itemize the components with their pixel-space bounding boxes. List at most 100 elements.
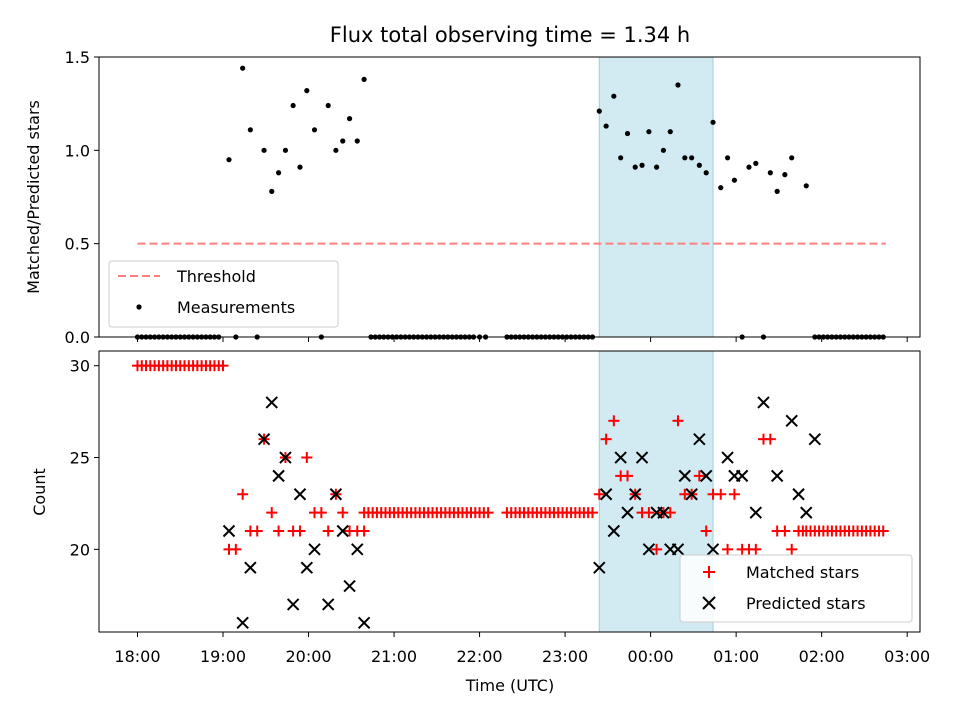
predicted-star-marker — [357, 616, 371, 630]
matched-star-marker — [586, 507, 598, 519]
predicted-star-marker — [593, 561, 606, 574]
marker-stroke — [657, 506, 670, 519]
measurement-point — [290, 102, 296, 109]
bottom-legend: Matched stars Predicted stars — [679, 554, 913, 623]
measurement-point — [632, 164, 638, 170]
predicted-star-marker — [607, 524, 621, 538]
marker-stroke — [792, 488, 805, 501]
marker-stroke — [222, 524, 236, 538]
matched-star-marker — [608, 415, 620, 427]
predicted-star-marker — [800, 506, 813, 519]
marker-stroke — [678, 469, 692, 483]
measurement-point — [346, 116, 353, 122]
predicted-star-marker — [785, 414, 798, 427]
marker-stroke — [800, 506, 813, 519]
matched-star-marker — [715, 488, 727, 500]
predicted-star-marker — [770, 469, 784, 483]
x-tick-label: 02:00 — [799, 647, 845, 666]
marker-stroke — [757, 396, 770, 409]
marker-stroke — [286, 598, 300, 611]
legend-matched-swatch — [703, 566, 715, 578]
measurement-point — [297, 164, 303, 170]
measurement-point — [696, 162, 702, 168]
predicted-star-marker — [329, 488, 343, 501]
matched-star-marker — [266, 507, 278, 519]
measurement-point — [596, 108, 602, 114]
marker-stroke — [279, 451, 292, 464]
matched-star-marker — [622, 470, 634, 482]
measurement-point — [767, 170, 773, 176]
matched-stars-points — [131, 360, 889, 555]
matched-star-marker — [251, 525, 263, 537]
marker-stroke — [236, 616, 249, 630]
matched-star-marker — [664, 507, 676, 519]
predicted-star-marker — [236, 616, 249, 630]
measurement-point — [282, 147, 289, 153]
measurement-point — [311, 127, 318, 133]
predicted-star-marker — [629, 488, 642, 501]
matched-star-marker — [651, 543, 663, 555]
matched-star-marker — [337, 507, 349, 519]
matched-star-marker — [722, 543, 734, 555]
marker-stroke — [749, 506, 763, 519]
matched-star-marker — [700, 525, 712, 537]
matched-star-marker — [786, 543, 798, 555]
measurement-point — [774, 188, 780, 194]
marker-stroke — [642, 543, 656, 556]
marker-stroke — [593, 561, 606, 574]
legend-measurements-label: Measurements — [177, 298, 295, 317]
matched-star-marker — [301, 452, 313, 464]
x-tick-label: 21:00 — [371, 647, 417, 666]
measurement-point — [675, 82, 681, 88]
marker-stroke — [685, 488, 698, 501]
y-tick-label: 30 — [70, 357, 90, 376]
bottom-x-ticks: 18:00 19:00 20:00 21:00 22:00 23:00 00:00 01:00… — [114, 632, 930, 666]
legend-threshold-label: Threshold — [176, 267, 256, 286]
marker-stroke — [629, 488, 642, 501]
measurement-point — [226, 157, 232, 163]
matched-star-marker — [294, 525, 306, 537]
marker-stroke — [265, 396, 278, 409]
marker-stroke — [343, 579, 356, 593]
measurement-point — [731, 177, 738, 183]
measurement-point — [660, 147, 667, 153]
marker-stroke — [693, 432, 706, 446]
top-axes-frame — [98, 56, 921, 338]
observing-window-highlight — [598, 56, 714, 338]
y-tick-label: 1.5 — [65, 48, 90, 67]
marker-stroke — [721, 451, 734, 464]
predicted-star-marker — [614, 451, 627, 464]
marker-stroke — [607, 524, 621, 538]
predicted-star-marker — [678, 469, 692, 483]
matched-star-marker — [273, 525, 285, 537]
matched-star-marker — [230, 543, 242, 555]
predicted-star-marker — [721, 451, 734, 464]
measurement-point — [603, 123, 609, 129]
top-y-axis-label: Matched/Predicted stars — [24, 100, 43, 294]
predicted-star-marker — [621, 506, 634, 519]
predicted-star-marker — [757, 396, 770, 409]
marker-stroke — [671, 543, 685, 556]
predicted-star-marker — [257, 432, 271, 446]
matched-star-marker — [237, 488, 249, 500]
legend-predicted-swatch — [702, 596, 716, 610]
measurement-point — [333, 147, 339, 153]
y-tick-label: 0.5 — [65, 235, 90, 254]
top-x-ticks — [136, 337, 908, 342]
marker-stroke — [808, 432, 822, 446]
predicted-star-marker — [699, 469, 713, 483]
top-legend-box — [108, 260, 339, 328]
marker-stroke — [293, 488, 307, 501]
top-legend: Threshold Measurements — [108, 260, 339, 328]
measurement-point — [275, 170, 282, 176]
marker-stroke — [599, 488, 613, 501]
predicted-star-marker — [244, 561, 257, 574]
legend-predicted-label: Predicted stars — [746, 594, 866, 613]
predicted-star-marker — [671, 543, 685, 556]
predicted-star-marker — [642, 543, 656, 556]
measurement-point — [611, 93, 617, 99]
x-axis-label: Time (UTC) — [465, 676, 554, 695]
marker-stroke — [706, 543, 720, 556]
matched-star-marker — [482, 507, 494, 519]
matched-star-marker — [600, 433, 612, 445]
